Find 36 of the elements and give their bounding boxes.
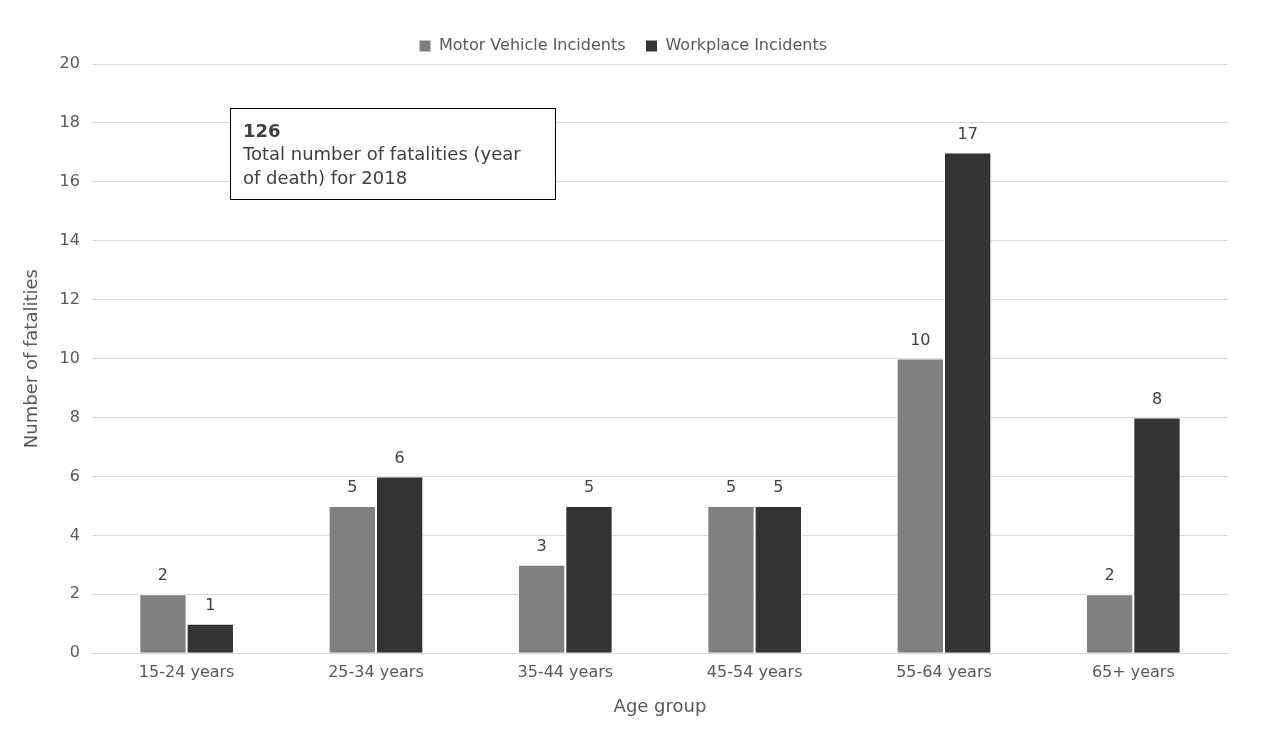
data-label: 5: [725, 477, 737, 497]
x-tick-label: 55-64 years: [896, 661, 992, 681]
y-tick-label: 14: [59, 229, 80, 249]
data-label: 5: [773, 477, 784, 497]
data-label: 10: [910, 329, 931, 349]
y-tick-label: 18: [59, 112, 80, 132]
data-label: 5: [347, 477, 358, 497]
note-box: 126 Total number of fatalities (year of death) for 2018: [230, 108, 556, 201]
data-label: 5: [583, 477, 595, 497]
x-tick-label: 25-34 years: [328, 661, 424, 681]
y-tick-label: 6: [69, 465, 80, 485]
y-tick-label: 4: [69, 524, 80, 544]
legend-label: Workplace Incidents: [665, 35, 827, 55]
y-tick-label: 2: [69, 583, 80, 603]
legend-label: Motor Vehicle Incidents: [439, 35, 626, 55]
x-tick-label: 15-24 years: [138, 661, 235, 681]
x-axis-title: Age group: [613, 694, 707, 716]
data-label: 6: [394, 447, 405, 467]
data-label: 2: [157, 565, 169, 585]
y-tick-label: 8: [69, 406, 80, 426]
annotation: Total number of fatalities (year of death) for 2018: [243, 142, 522, 190]
data-label: 2: [1104, 565, 1115, 585]
y-axis-title: Number of fatalities: [20, 269, 42, 449]
x-tick-label: 45-54 years: [706, 661, 803, 681]
data-label: 1: [205, 594, 216, 614]
y-tick-label: 0: [69, 642, 80, 662]
data-label: 17: [957, 123, 978, 143]
data-label: 3: [536, 535, 547, 555]
y-tick-label: 10: [59, 347, 80, 367]
data-label: 8: [1151, 388, 1163, 408]
annotation: 126: [243, 119, 282, 143]
y-tick-label: 20: [59, 53, 80, 73]
x-tick-label: 35-44 years: [517, 661, 614, 681]
y-tick-label: 16: [59, 171, 80, 190]
x-tick-label: 65+ years: [1091, 661, 1175, 681]
y-tick-label: 12: [59, 288, 80, 308]
